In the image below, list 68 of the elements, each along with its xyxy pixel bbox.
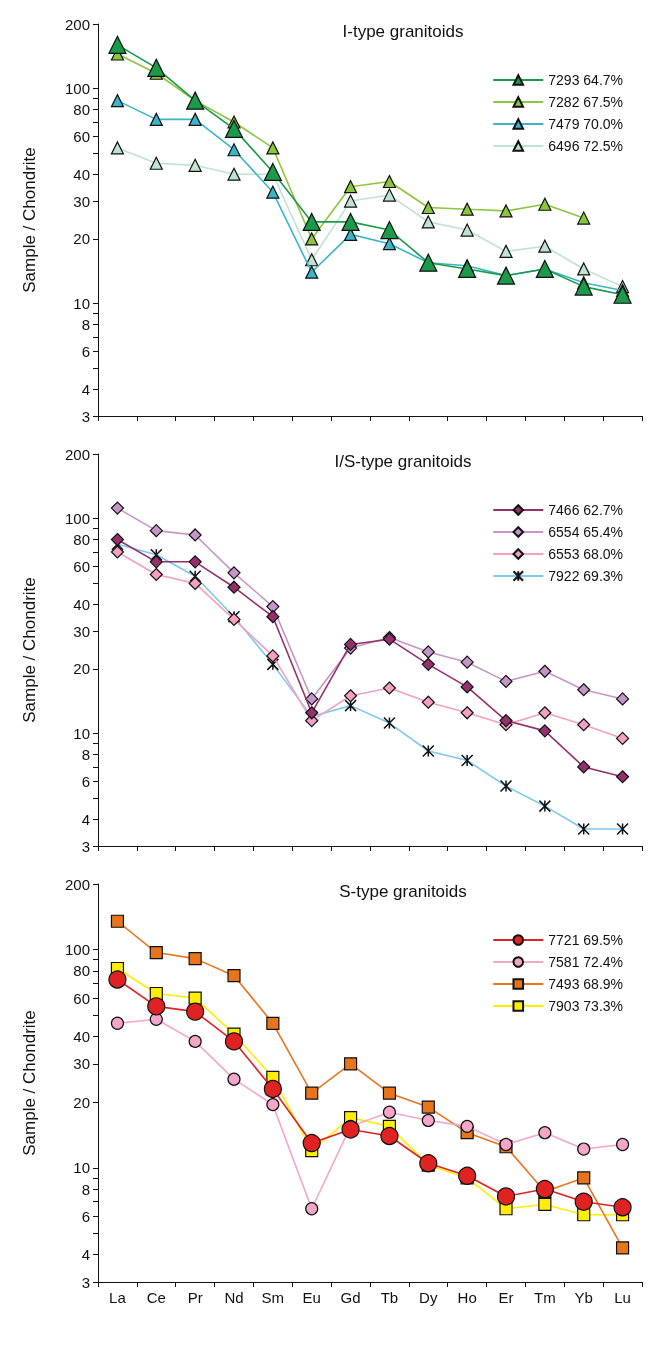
x-tick-label: Gd [340, 1289, 361, 1306]
y-tick-label: 8 [81, 315, 90, 333]
legend-label: 7293 64.7% [548, 72, 623, 88]
y-tick-label: 3 [81, 407, 90, 425]
y-tick-label: 100 [64, 80, 90, 98]
y-tick-label: 8 [81, 745, 90, 763]
x-tick-label: Lu [614, 1289, 631, 1306]
y-tick-label: 20 [73, 660, 90, 678]
y-tick-label: 6 [81, 1207, 90, 1225]
y-tick-label: 6 [81, 342, 90, 360]
legend-label: 7581 72.4% [548, 954, 623, 970]
legend-label: 6496 72.5% [548, 138, 623, 154]
y-tick-label: 40 [73, 1028, 90, 1046]
y-tick-label: 10 [73, 1159, 90, 1177]
legend-label: 7479 70.0% [548, 116, 623, 132]
y-tick-label: 6 [81, 772, 90, 790]
x-tick-label: Ho [457, 1289, 477, 1306]
y-tick-label: 40 [73, 165, 90, 183]
y-tick-label: 40 [73, 595, 90, 613]
y-tick-label: 60 [73, 127, 90, 145]
x-tick-label: Dy [419, 1289, 438, 1306]
y-tick-label: 10 [73, 295, 90, 313]
x-tick-label: Yb [574, 1289, 593, 1306]
x-tick-label: Tb [380, 1289, 399, 1306]
y-tick-label: 200 [64, 445, 90, 463]
y-tick-label: 200 [64, 875, 90, 893]
y-tick-label: 80 [73, 101, 90, 119]
x-tick-label: Tm [534, 1289, 556, 1306]
y-tick-label: 60 [73, 557, 90, 575]
y-tick-label: 3 [81, 837, 90, 855]
y-tick-label: 8 [81, 1180, 90, 1198]
legend-label: 7466 62.7% [548, 502, 623, 518]
x-tick-label: Ce [146, 1289, 166, 1306]
legend-label: 7282 67.5% [548, 94, 623, 110]
x-tick-label: Er [498, 1289, 514, 1306]
legend-label: 7721 69.5% [548, 932, 623, 948]
y-tick-label: 10 [73, 725, 90, 743]
chart-title: I/S-type granitoids [334, 452, 472, 471]
y-tick-label: 100 [64, 941, 90, 959]
legend-label: 7493 68.9% [548, 976, 623, 992]
y-tick-label: 30 [73, 192, 90, 210]
x-tick-label: Pr [187, 1289, 203, 1306]
chart-title: S-type granitoids [339, 882, 467, 901]
chart-title: I-type granitoids [342, 22, 464, 41]
y-tick-label: 80 [73, 962, 90, 980]
y-tick-label: 30 [73, 622, 90, 640]
y-tick-label: 4 [81, 1246, 90, 1264]
y-tick-label: 20 [73, 1093, 90, 1111]
y-tick-label: 20 [73, 230, 90, 248]
y-axis-title: Sample / Chondrite [20, 577, 39, 723]
y-tick-label: 30 [73, 1055, 90, 1073]
y-tick-label: 3 [81, 1273, 90, 1291]
y-tick-label: 100 [64, 510, 90, 528]
y-axis-title: Sample / Chondrite [20, 147, 39, 293]
y-tick-label: 60 [73, 989, 90, 1007]
x-tick-label: La [109, 1289, 127, 1306]
y-axis-title: Sample / Chondrite [20, 1010, 39, 1156]
y-tick-label: 4 [81, 380, 90, 398]
legend-label: 7903 73.3% [548, 998, 623, 1014]
legend-label: 6554 65.4% [548, 524, 623, 540]
x-tick-label: Nd [224, 1289, 244, 1306]
legend-label: 6553 68.0% [548, 546, 623, 562]
y-tick-label: 80 [73, 531, 90, 549]
x-tick-label: Sm [261, 1289, 285, 1306]
legend-label: 7922 69.3% [548, 568, 623, 584]
y-tick-label: 200 [64, 15, 90, 33]
x-tick-label: Eu [302, 1289, 321, 1306]
y-tick-label: 4 [81, 810, 90, 828]
